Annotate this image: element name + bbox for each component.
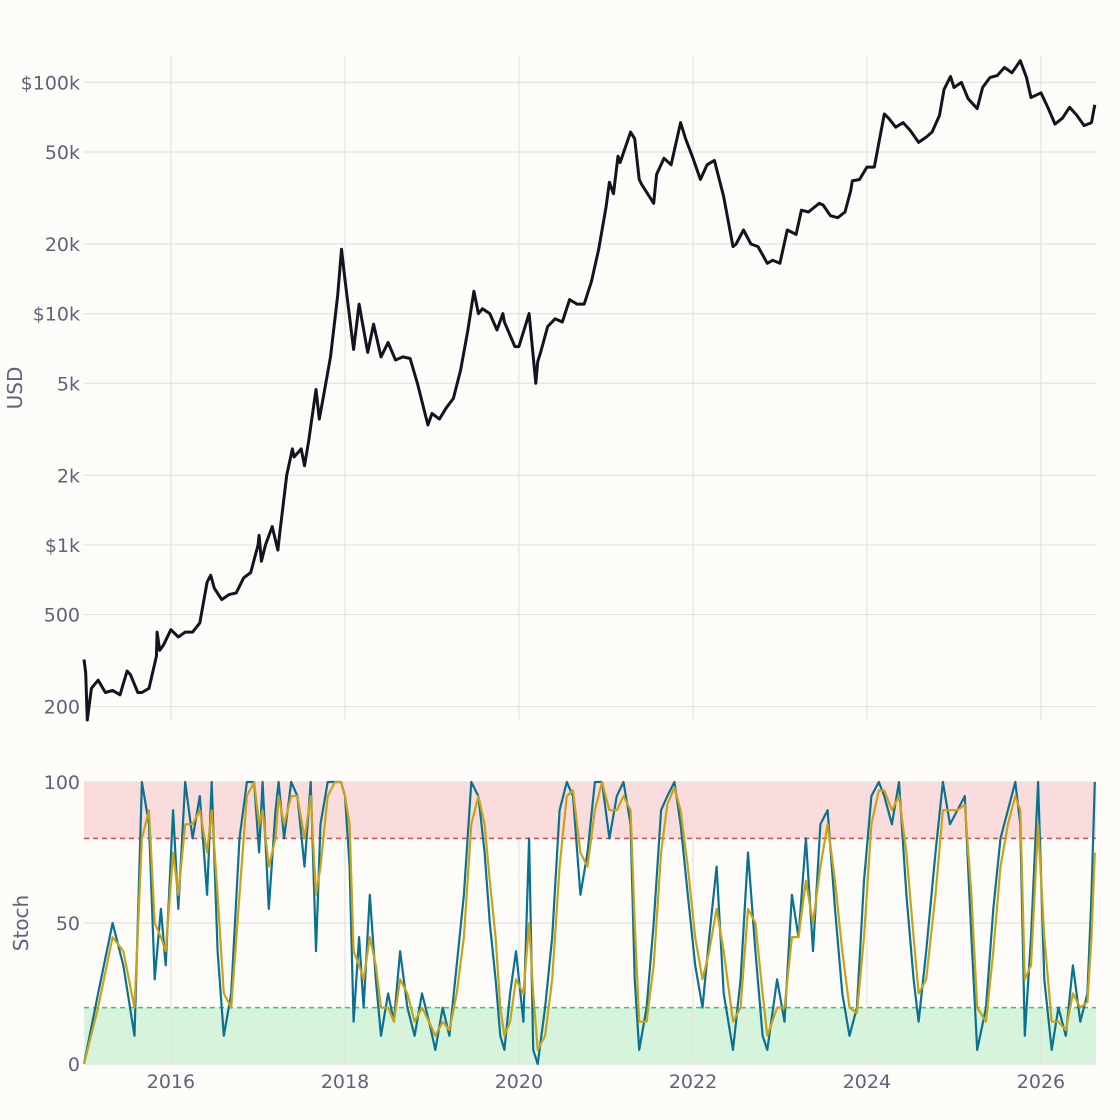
price-y-axis-label: USD xyxy=(3,367,27,410)
x-tick-label: 2024 xyxy=(843,1071,891,1093)
price-y-tick-label: $10k xyxy=(33,304,80,326)
price-y-tick-label: 500 xyxy=(44,605,80,627)
price-line xyxy=(82,59,1097,722)
stoch-y-tick-label: 100 xyxy=(44,772,80,794)
price-y-tick-label: 200 xyxy=(44,697,80,719)
stoch-y-tick-label: 50 xyxy=(56,913,80,935)
price-y-tick-label: 20k xyxy=(45,234,80,256)
x-tick-label: 2018 xyxy=(321,1071,369,1093)
x-tick-label: 2022 xyxy=(669,1071,717,1093)
x-tick-label: 2016 xyxy=(147,1071,195,1093)
price-y-tick-label: $100k xyxy=(21,72,80,94)
price-y-tick-label: 50k xyxy=(45,142,80,164)
x-tick-label: 2020 xyxy=(495,1071,543,1093)
x-tick-label: 2026 xyxy=(1017,1071,1065,1093)
price-panel: 200 500 $1k 2k 5k $10k 20k 50k $100k USD xyxy=(3,56,1097,722)
oversold-zone xyxy=(84,1007,1096,1064)
stoch-y-tick-label: 0 xyxy=(68,1054,80,1076)
price-y-tick-label: 2k xyxy=(57,465,80,487)
stochastic-panel: 0 50 100 2016 2018 2020 2022 2024 2026 Stoch xyxy=(9,772,1096,1093)
price-y-tick-label: 5k xyxy=(57,373,80,395)
stoch-y-axis-label: Stoch xyxy=(9,895,33,951)
stoch-d-line xyxy=(82,780,1096,1065)
price-y-tick-label: $1k xyxy=(45,535,80,557)
